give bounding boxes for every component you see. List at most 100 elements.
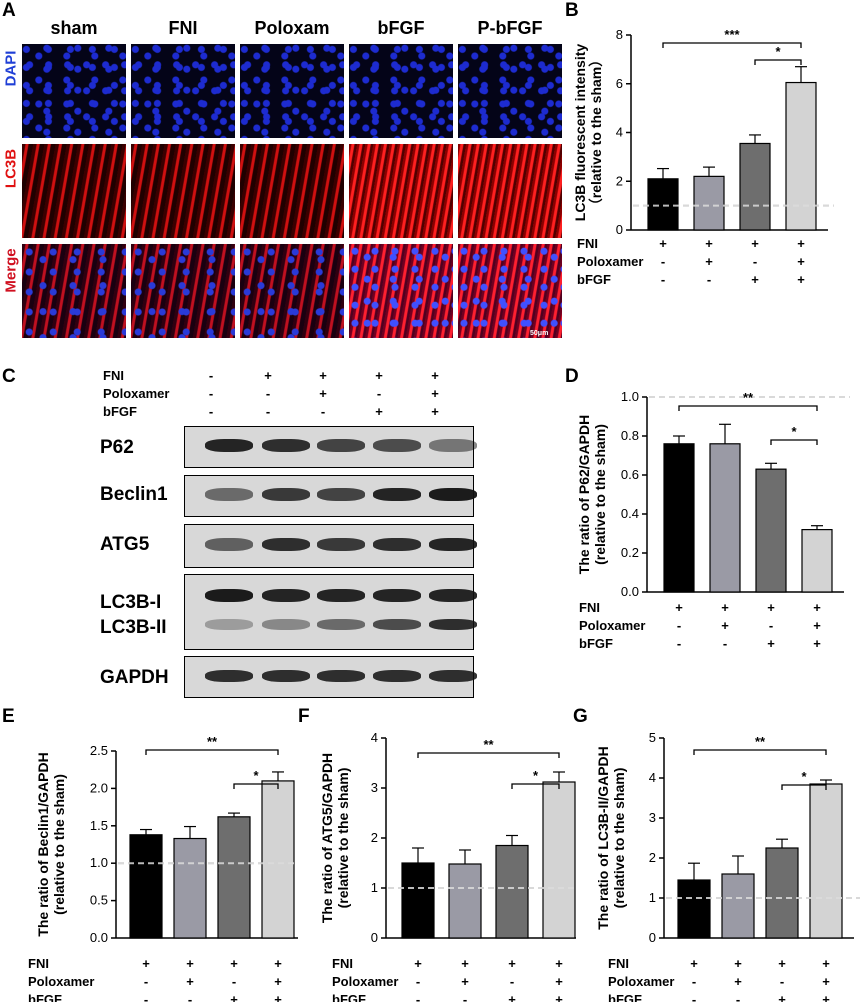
condition-sign: + bbox=[230, 992, 238, 1002]
condition-sign: + bbox=[822, 992, 830, 1002]
condition-sign: + bbox=[230, 956, 238, 971]
blot-lane-sign: - bbox=[320, 404, 326, 419]
y-tick-label: 0.0 bbox=[621, 584, 639, 599]
y-tick-label: 1 bbox=[371, 880, 378, 895]
y-tick-label: 5 bbox=[649, 730, 656, 745]
condition-sign: + bbox=[797, 254, 805, 269]
condition-label: FNI bbox=[332, 956, 353, 971]
bar bbox=[217, 816, 251, 939]
condition-sign: - bbox=[463, 992, 467, 1002]
bar bbox=[721, 873, 755, 939]
bar bbox=[448, 863, 482, 939]
blot-band bbox=[373, 439, 421, 452]
condition-sign: + bbox=[822, 956, 830, 971]
blot-lane-sign: + bbox=[319, 368, 327, 383]
blot-lane-sign: + bbox=[431, 386, 439, 401]
significance-bracket bbox=[770, 439, 818, 445]
blot-row-label-poloxamer: Poloxamer bbox=[103, 386, 170, 401]
bar bbox=[261, 780, 295, 939]
y-tick-label: 2 bbox=[616, 173, 623, 188]
condition-sign: - bbox=[677, 618, 681, 633]
bar bbox=[401, 862, 435, 939]
blot-label-atg5: ATG5 bbox=[100, 534, 150, 555]
blot-band bbox=[262, 670, 310, 682]
blot-strip-atg5 bbox=[184, 524, 477, 568]
condition-sign: + bbox=[274, 956, 282, 971]
condition-sign: - bbox=[707, 272, 711, 287]
blot-lane-sign: + bbox=[431, 404, 439, 419]
bar bbox=[739, 142, 771, 231]
condition-sign: + bbox=[142, 956, 150, 971]
blot-lane-sign: - bbox=[376, 386, 382, 401]
blot-band bbox=[373, 488, 421, 501]
y-tick-label: 1.5 bbox=[90, 818, 108, 833]
col-header-poloxam: Poloxam bbox=[254, 18, 330, 38]
blot-band bbox=[429, 619, 477, 630]
condition-sign: + bbox=[721, 600, 729, 615]
micrograph-lc3b-poloxam bbox=[240, 144, 344, 238]
significance-label: ** bbox=[207, 734, 218, 749]
significance-label: * bbox=[775, 44, 781, 59]
panel-letter-b: B bbox=[565, 0, 579, 21]
blot-band bbox=[262, 538, 310, 551]
significance-label: * bbox=[253, 768, 259, 783]
condition-sign: + bbox=[705, 254, 713, 269]
panel-letter-e: E bbox=[2, 706, 15, 727]
panel-letter-f: F bbox=[298, 706, 310, 727]
blot-band bbox=[317, 589, 365, 602]
blot-band bbox=[317, 619, 365, 630]
condition-label: Poloxamer bbox=[579, 618, 645, 633]
panel-letter-c: C bbox=[2, 366, 16, 387]
condition-sign: + bbox=[813, 600, 821, 615]
blot-band bbox=[373, 538, 421, 551]
blot-band bbox=[205, 488, 253, 501]
blot-band bbox=[262, 619, 310, 630]
scale-bar-label: 50μm bbox=[530, 330, 549, 337]
condition-sign: + bbox=[659, 236, 667, 251]
y-tick-label: 6 bbox=[616, 76, 623, 91]
condition-label: bFGF bbox=[28, 992, 62, 1002]
y-axis-label-line: The ratio of ATG5/GAPDH bbox=[319, 753, 335, 923]
condition-sign: - bbox=[232, 974, 236, 989]
y-axis-label-line: （relative to the sham） bbox=[588, 53, 604, 213]
blot-lane-sign: + bbox=[319, 386, 327, 401]
y-tick-label: 0.2 bbox=[621, 545, 639, 560]
col-header-bfgf: bFGF bbox=[377, 18, 425, 38]
scale-bar bbox=[534, 338, 544, 340]
panel-letter-d: D bbox=[565, 366, 579, 387]
row-label-dapi: DAPI bbox=[2, 50, 20, 87]
blot-band bbox=[429, 439, 477, 452]
blot-band bbox=[429, 488, 477, 501]
condition-sign: + bbox=[734, 956, 742, 971]
condition-sign: + bbox=[705, 236, 713, 251]
blot-band bbox=[205, 670, 253, 682]
y-tick-label: 4 bbox=[616, 125, 623, 140]
blot-strip-beclin1 bbox=[184, 475, 477, 517]
y-tick-label: 2 bbox=[649, 850, 656, 865]
y-tick-label: 2.5 bbox=[90, 743, 108, 758]
bar bbox=[693, 175, 725, 231]
significance-bracket bbox=[662, 42, 802, 48]
condition-sign: - bbox=[677, 636, 681, 651]
blot-band bbox=[205, 439, 253, 452]
blot-strip-lc3b bbox=[184, 574, 477, 650]
condition-sign: - bbox=[416, 974, 420, 989]
significance-bracket bbox=[678, 405, 818, 411]
y-tick-label: 0 bbox=[371, 930, 378, 945]
blot-label-lc3b-ii: LC3B-II bbox=[100, 617, 167, 638]
condition-sign: + bbox=[186, 956, 194, 971]
condition-label: FNI bbox=[28, 956, 49, 971]
condition-sign: - bbox=[510, 974, 514, 989]
panel-letter-g: G bbox=[573, 706, 588, 727]
condition-sign: - bbox=[736, 992, 740, 1002]
significance-bracket bbox=[781, 784, 827, 790]
significance-label: * bbox=[533, 768, 539, 783]
bar bbox=[765, 847, 799, 939]
y-tick-label: 4 bbox=[371, 730, 378, 745]
y-tick-label: 0.8 bbox=[621, 428, 639, 443]
y-axis-label-line: (relative to the sham) bbox=[335, 768, 351, 909]
blot-strip-gapdh bbox=[184, 656, 477, 698]
